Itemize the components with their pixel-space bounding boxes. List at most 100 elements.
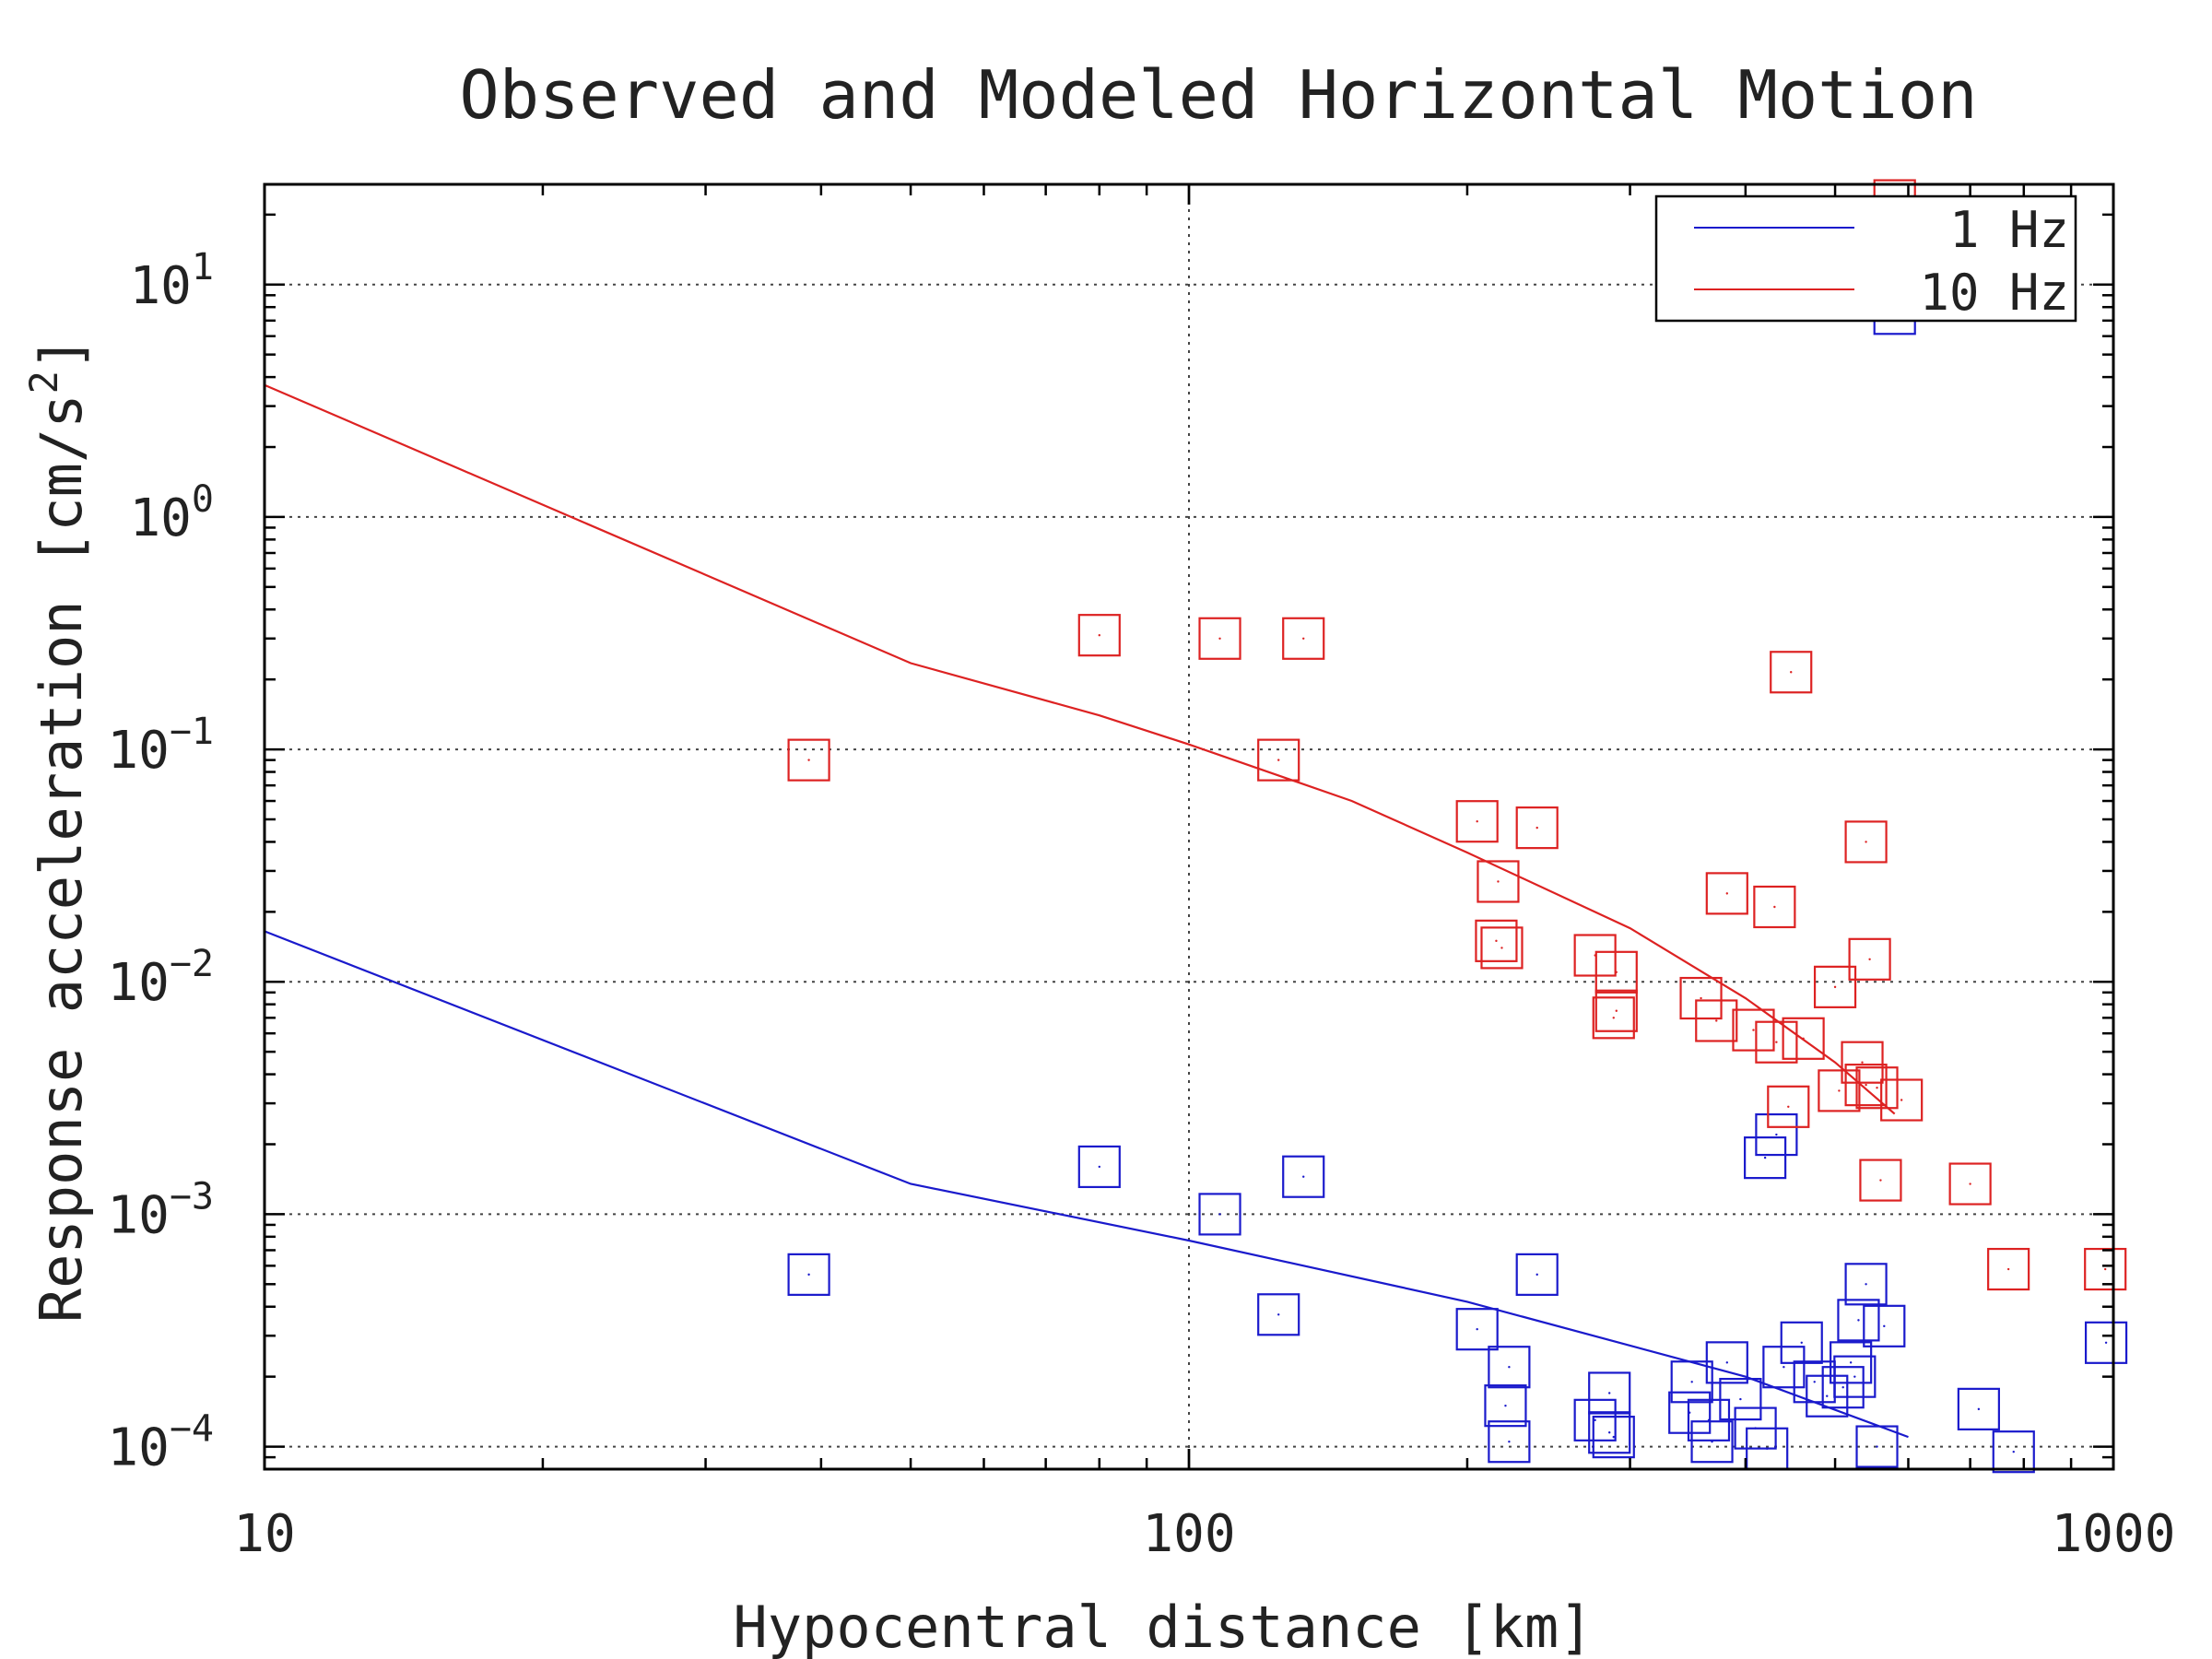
observation-dot-1hz xyxy=(2012,1450,2015,1453)
observation-dot-1hz xyxy=(1690,1381,1693,1383)
x-tick-labels: 10 100 1000 xyxy=(233,1504,2175,1564)
observation-dot-10hz xyxy=(1277,759,1280,761)
observation-marker-1hz xyxy=(1588,1411,1631,1454)
y-axis-label-main: Response acceleration [cm/s xyxy=(28,394,95,1323)
legend-box xyxy=(1654,194,2077,323)
observation-dot-10hz xyxy=(2006,1267,2010,1271)
y-tick-label-exponent: 1 xyxy=(192,246,214,288)
observation-marker-1hz xyxy=(1705,1341,1748,1384)
y-tick-label-base: 10 xyxy=(129,488,191,548)
observation-dot-10hz xyxy=(1500,947,1503,949)
observation-marker-1hz xyxy=(1690,1420,1734,1464)
y-tick-label: 100 xyxy=(129,478,214,548)
observation-marker-1hz xyxy=(1515,1253,1559,1296)
observation-dot-1hz xyxy=(1612,1435,1615,1439)
observation-dot-10hz xyxy=(1969,1182,1971,1185)
observation-marker-10hz xyxy=(1594,989,1638,1032)
observation-marker-10hz xyxy=(2084,1247,2127,1291)
observation-dot-1hz xyxy=(2104,1341,2108,1345)
observation-marker-10hz xyxy=(1594,950,1638,994)
y-tick-label-exponent: −1 xyxy=(170,711,214,753)
observation-marker-10hz xyxy=(1705,872,1748,915)
observation-dot-1hz xyxy=(1865,1283,1867,1286)
observation-marker-10hz xyxy=(1880,1078,1924,1122)
observation-marker-1hz xyxy=(1863,1304,1906,1347)
observation-marker-10hz xyxy=(1770,651,1813,694)
observation-marker-10hz xyxy=(1844,820,1888,864)
observation-dot-10hz xyxy=(1725,892,1729,895)
observation-dot-10hz xyxy=(1900,1099,1903,1101)
observation-marker-10hz xyxy=(1813,965,1857,1008)
observation-marker-10hz xyxy=(1257,738,1300,782)
observation-dot-10hz xyxy=(1865,841,1867,843)
observation-marker-10hz xyxy=(1573,934,1617,977)
y-tick-label-base: 10 xyxy=(107,721,169,781)
observation-dot-1hz xyxy=(1841,1385,1844,1389)
y-tick-label: 10−4 xyxy=(107,1408,214,1478)
y-tick-label-exponent: 0 xyxy=(192,478,214,521)
observation-dot-1hz xyxy=(1853,1375,1856,1378)
observation-dot-10hz xyxy=(1218,637,1221,640)
observation-dot-1hz xyxy=(1504,1404,1507,1407)
observation-dot-10hz xyxy=(1868,958,1871,961)
y-tick-label: 101 xyxy=(129,246,214,316)
observation-marker-1hz xyxy=(2084,1321,2128,1364)
observation-dot-10hz xyxy=(1098,633,1100,637)
observation-marker-1hz xyxy=(1198,1193,1241,1236)
observation-dot-1hz xyxy=(1739,1397,1742,1401)
y-tick-label-exponent: −2 xyxy=(170,943,214,985)
observation-dot-10hz xyxy=(1775,1041,1778,1043)
observation-marker-10hz xyxy=(1841,1041,1884,1084)
observation-marker-1hz xyxy=(1744,1136,1787,1180)
observation-dot-10hz xyxy=(1787,1105,1790,1109)
observation-marker-10hz xyxy=(1987,1247,2030,1291)
observation-marker-10hz xyxy=(1679,976,1723,1020)
observation-dot-1hz xyxy=(1883,1324,1886,1328)
x-tick-label: 1000 xyxy=(2052,1504,2176,1564)
y-tick-label-base: 10 xyxy=(107,1185,169,1245)
series-1hz xyxy=(264,292,2128,1474)
observation-dot-1hz xyxy=(1857,1319,1860,1322)
observation-dot-1hz xyxy=(807,1273,810,1277)
observation-marker-10hz xyxy=(1515,806,1559,850)
observation-dot-10hz xyxy=(1476,820,1478,823)
observation-marker-1hz xyxy=(1282,1155,1325,1198)
observation-marker-1hz xyxy=(1755,1112,1798,1157)
observation-dot-10hz xyxy=(1302,637,1305,640)
axis-ticks xyxy=(263,184,2115,1471)
observation-marker-10hz xyxy=(1948,1162,1992,1206)
observation-dot-10hz xyxy=(807,759,810,761)
observation-marker-10hz xyxy=(1477,860,1520,903)
plot-series xyxy=(264,179,2128,1474)
observation-dot-10hz xyxy=(1802,1037,1805,1041)
y-tick-label-base: 10 xyxy=(107,1418,169,1478)
observation-dot-10hz xyxy=(1790,671,1793,674)
observation-dot-10hz xyxy=(2103,1267,2107,1271)
observation-dot-1hz xyxy=(1711,1441,1713,1443)
observation-dot-1hz xyxy=(1800,1341,1803,1345)
observation-dot-1hz xyxy=(1608,1392,1611,1394)
chart-title: Observed and Modeled Horizontal Motion xyxy=(459,56,1977,134)
y-axis-label: Response acceleration [cm/s2] xyxy=(21,336,95,1323)
observation-marker-1hz xyxy=(1257,1293,1300,1336)
observation-marker-10hz xyxy=(1848,937,1891,981)
observation-marker-10hz xyxy=(1475,919,1518,962)
observation-dot-1hz xyxy=(1775,1133,1778,1136)
observation-marker-1hz xyxy=(1588,1371,1631,1415)
observation-dot-1hz xyxy=(1098,1165,1100,1169)
y-tick-label-exponent: −4 xyxy=(170,1408,214,1451)
observation-marker-10hz xyxy=(1282,617,1325,660)
observation-dot-1hz xyxy=(1876,1445,1878,1448)
observation-marker-10hz xyxy=(787,738,830,782)
observation-marker-1hz xyxy=(1821,1366,1865,1409)
observation-dot-1hz xyxy=(1508,1441,1511,1443)
observation-dot-1hz xyxy=(1302,1175,1305,1178)
x-tick-label: 100 xyxy=(1142,1504,1235,1564)
y-tick-label: 10−1 xyxy=(107,711,214,781)
observation-marker-10hz xyxy=(1077,614,1121,657)
observation-marker-1hz xyxy=(1484,1384,1527,1428)
observation-dot-10hz xyxy=(1715,1019,1718,1022)
observation-dot-1hz xyxy=(1849,1361,1853,1364)
